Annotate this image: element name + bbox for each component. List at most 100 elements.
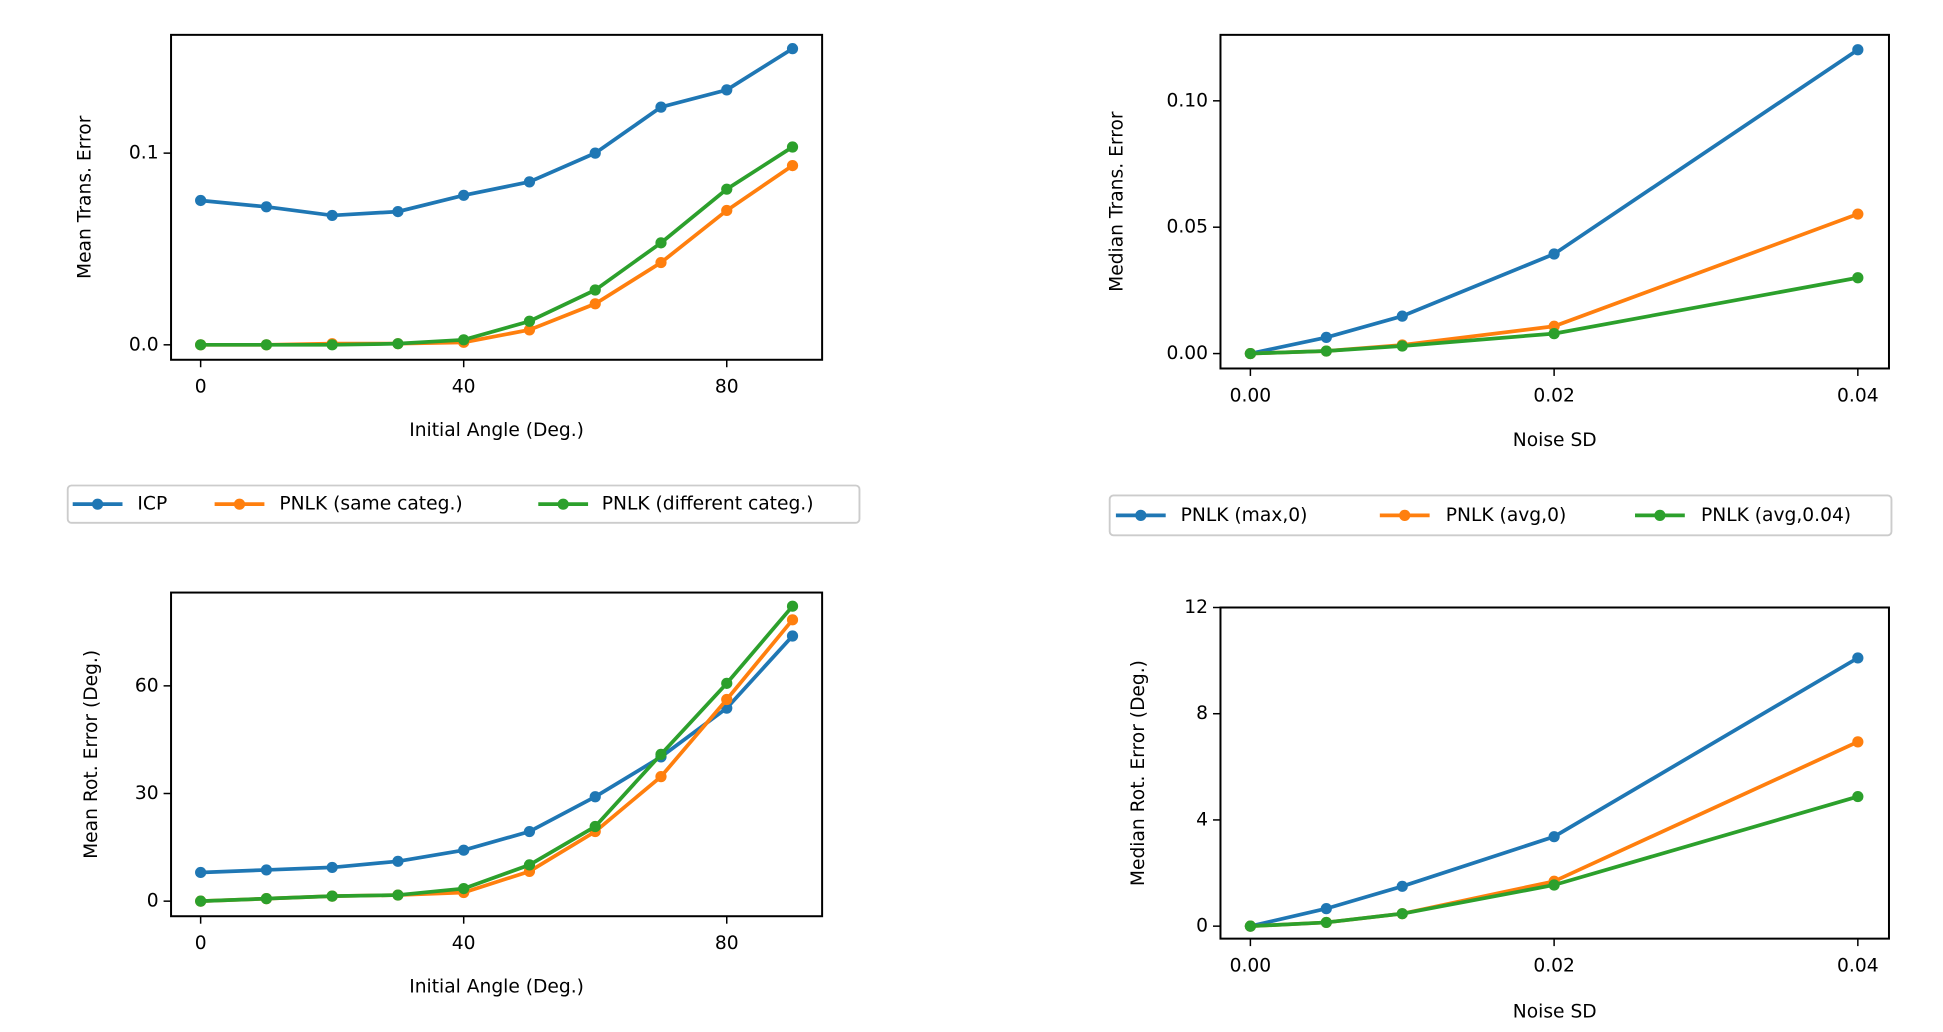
marker	[260, 339, 273, 351]
series-line	[200, 618, 794, 904]
legend-marker	[233, 498, 246, 510]
marker	[523, 324, 536, 336]
marker	[326, 861, 338, 874]
marker	[589, 791, 601, 803]
marker	[195, 339, 207, 351]
marker	[589, 298, 601, 310]
legend-label: PNLK (max,0)	[1181, 505, 1308, 526]
y-axis-label: Median Rot. Error (Deg.)	[1128, 660, 1149, 886]
marker	[1320, 331, 1332, 343]
marker	[1548, 248, 1560, 260]
x-tick-label: 0.02	[1533, 956, 1575, 977]
marker	[1244, 920, 1256, 932]
marker	[523, 315, 536, 327]
y-tick-label: 60	[135, 675, 159, 696]
y-tick-label: 0	[1196, 916, 1208, 937]
y-tick-label: 4	[1196, 809, 1208, 830]
x-tick-label: 0.04	[1837, 385, 1879, 406]
marker	[392, 338, 404, 350]
y-tick-label: 0.1	[129, 143, 159, 164]
legend-marker	[1399, 509, 1411, 521]
y-tick-label: 12	[1184, 597, 1208, 618]
marker	[721, 204, 733, 217]
series-line	[200, 145, 794, 347]
marker	[260, 201, 273, 213]
series-line	[200, 604, 794, 904]
marker	[589, 284, 601, 296]
marker	[458, 844, 470, 856]
x-tick-label: 0.04	[1837, 956, 1879, 977]
y-tick-label: 0.10	[1166, 90, 1208, 111]
legend-frame	[1108, 494, 1893, 537]
series-line	[200, 164, 794, 347]
marker	[721, 677, 733, 689]
marker	[655, 237, 667, 249]
x-axis-label: Noise SD	[1513, 430, 1597, 451]
marker	[523, 176, 536, 188]
marker	[1320, 903, 1332, 915]
marker	[458, 189, 470, 201]
marker	[1320, 345, 1332, 357]
marker	[195, 194, 207, 207]
marker	[458, 334, 470, 346]
marker	[721, 84, 733, 96]
marker	[1320, 916, 1332, 929]
legend-marker	[1135, 509, 1147, 521]
marker	[392, 855, 404, 867]
marker	[1852, 790, 1864, 803]
marker	[1244, 347, 1256, 360]
series-line	[200, 634, 794, 875]
marker	[1852, 272, 1864, 284]
y-axis-label: Mean Trans. Error	[75, 115, 96, 279]
marker	[1852, 208, 1864, 220]
y-tick-label: 8	[1196, 703, 1208, 724]
x-axis-label: Noise SD	[1513, 1002, 1597, 1023]
legend-label: PNLK (different categ.)	[602, 494, 814, 515]
y-axis-label: Median Trans. Error	[1107, 111, 1128, 292]
x-tick-label: 0.00	[1230, 956, 1272, 977]
marker	[523, 825, 536, 838]
axes-frame	[1219, 33, 1890, 370]
marker	[786, 43, 799, 55]
legend-label: ICP	[137, 494, 167, 515]
marker	[195, 866, 207, 879]
marker	[1852, 44, 1864, 56]
x-tick-label: 40	[452, 933, 476, 954]
y-tick-label: 0.05	[1166, 217, 1208, 238]
marker	[655, 256, 667, 269]
marker	[1852, 652, 1864, 664]
marker	[195, 895, 207, 907]
x-axis-label: Initial Angle (Deg.)	[409, 977, 584, 998]
x-tick-label: 0	[195, 933, 207, 954]
x-tick-label: 0.00	[1230, 385, 1272, 406]
marker	[1548, 328, 1560, 340]
legend: ICP PNLK (same categ.) PNLK (different cat…	[66, 484, 861, 524]
y-tick-label: 0	[147, 891, 159, 912]
series-line	[1250, 48, 1859, 356]
marker	[721, 693, 733, 706]
marker	[1548, 831, 1560, 843]
marker	[786, 600, 799, 612]
legend-label: PNLK (avg,0.04)	[1701, 505, 1851, 526]
marker	[392, 889, 404, 901]
marker	[655, 101, 667, 113]
marker	[786, 141, 799, 153]
series-line	[1250, 794, 1859, 929]
marker	[1396, 310, 1408, 322]
marker	[655, 771, 667, 783]
x-tick-label: 40	[452, 377, 476, 398]
marker	[1396, 340, 1408, 352]
marker	[786, 614, 799, 626]
marker	[392, 205, 404, 218]
x-tick-label: 0	[195, 377, 207, 398]
marker	[1396, 908, 1408, 920]
y-tick-label: 30	[135, 783, 159, 804]
marker	[1852, 736, 1864, 748]
marker	[655, 748, 667, 760]
series-line	[200, 47, 794, 218]
x-tick-label: 80	[715, 377, 739, 398]
x-tick-label: 80	[715, 933, 739, 954]
marker	[786, 630, 799, 642]
marker	[721, 183, 733, 195]
